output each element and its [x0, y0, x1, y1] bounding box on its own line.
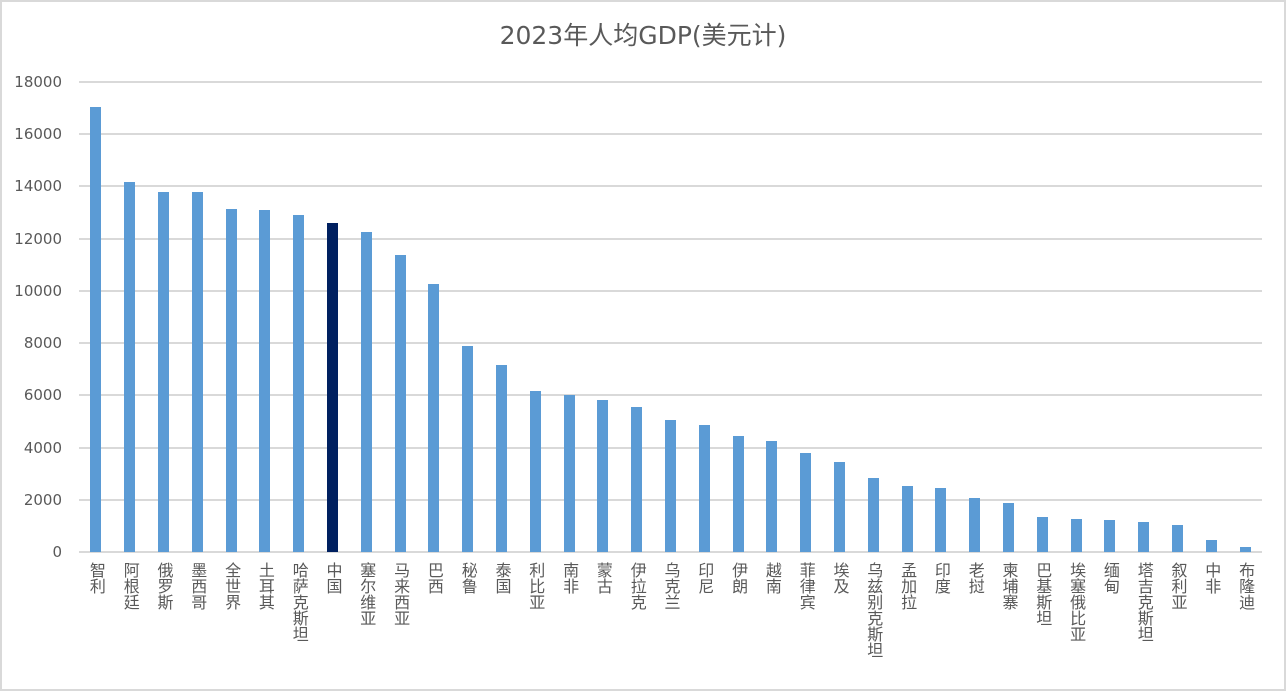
bar: [1070, 519, 1082, 552]
gridline: [79, 237, 1262, 240]
bar: [969, 497, 981, 552]
gridline: [79, 394, 1262, 397]
x-tick-label: 老挝: [965, 562, 985, 594]
bar: [293, 214, 305, 552]
bar: [631, 407, 643, 552]
x-tick-label: 叙利亚: [1168, 562, 1188, 610]
x-tick-label: 塞尔维亚: [357, 562, 377, 626]
y-tick-label: 6000: [23, 386, 62, 405]
y-tick-label: 4000: [23, 438, 62, 457]
x-tick-label: 阿根廷: [120, 562, 140, 610]
plot-area: [79, 81, 1262, 553]
x-tick-label: 俄罗斯: [154, 562, 174, 610]
bar: [225, 208, 237, 552]
bar: [360, 231, 372, 552]
y-tick-label: 10000: [14, 281, 62, 300]
bar: [124, 182, 136, 552]
chart-title: 2023年人均GDP(美元计): [499, 21, 787, 50]
bar: [1003, 502, 1014, 552]
bar: [1138, 521, 1150, 552]
x-tick-label: 墨西哥: [188, 562, 208, 610]
bar: [327, 223, 338, 552]
bar: [901, 485, 913, 552]
y-tick-label: 18000: [14, 73, 62, 91]
x-tick-label: 越南: [762, 562, 782, 594]
gridline: [79, 551, 1262, 553]
x-tick-label: 全世界: [222, 562, 242, 610]
bar: [665, 419, 676, 552]
bar: [698, 425, 710, 552]
x-tick-label: 柬埔寨: [999, 562, 1019, 610]
x-tick-label: 伊拉克: [627, 562, 647, 610]
bar: [394, 254, 406, 552]
gridline: [79, 81, 1262, 83]
x-tick-label: 印尼: [695, 562, 715, 594]
y-tick-label: 8000: [23, 334, 62, 353]
bar: [1104, 519, 1116, 552]
y-tick-label: 14000: [14, 177, 62, 196]
bar: [1205, 540, 1217, 552]
bar: [1172, 525, 1183, 552]
x-tick-label: 利比亚: [526, 562, 546, 610]
bar: [867, 478, 879, 552]
x-tick-label: 南非: [560, 562, 580, 594]
bar: [597, 400, 609, 552]
x-tick-label: 埃塞俄比亚: [1067, 562, 1087, 642]
bar: [834, 461, 845, 552]
x-tick-label: 中非: [1202, 562, 1222, 594]
bar: [766, 441, 778, 552]
x-tick-label: 泰国: [492, 562, 512, 594]
bar: [462, 345, 474, 552]
bar: [563, 395, 575, 552]
x-tick-label: 孟加拉: [898, 562, 918, 610]
x-tick-label: 智利: [86, 562, 106, 594]
bar: [800, 453, 812, 552]
y-tick-label: 0: [52, 543, 62, 561]
x-tick-label: 蒙古: [593, 562, 613, 594]
bar: [529, 390, 541, 552]
gridline: [79, 289, 1262, 292]
x-tick-label: 缅甸: [1100, 562, 1120, 594]
x-tick-label: 乌兹别克斯坦: [864, 562, 884, 658]
x-tick-label: 乌克兰: [661, 562, 681, 610]
gridline: [79, 342, 1262, 345]
x-tick-label: 印度: [931, 562, 951, 594]
x-tick-label: 伊朗: [729, 562, 749, 594]
x-tick-label: 埃及: [830, 562, 850, 594]
x-tick-label: 秘鲁: [458, 562, 478, 594]
bar: [191, 191, 203, 552]
x-tick-label: 布隆迪: [1236, 562, 1256, 610]
bar: [496, 365, 507, 552]
x-tick-label: 中国: [323, 562, 343, 594]
bar: [1036, 517, 1048, 552]
gridline: [79, 133, 1262, 136]
bar: [732, 436, 744, 552]
y-tick-label: 12000: [14, 229, 62, 248]
x-tick-label: 马来西亚: [391, 562, 411, 626]
gridline: [79, 185, 1262, 188]
x-tick-label: 巴西: [424, 562, 444, 594]
x-tick-label: 土耳其: [255, 562, 275, 610]
bar: [1239, 547, 1251, 552]
bar: [428, 284, 440, 552]
x-tick-label: 菲律宾: [796, 562, 816, 610]
bar: [90, 106, 102, 552]
x-tick-label: 巴基斯坦: [1033, 562, 1053, 626]
bar: [158, 191, 169, 552]
y-tick-label: 16000: [14, 125, 62, 144]
bar: [259, 209, 271, 552]
bar: [935, 488, 947, 552]
y-tick-label: 2000: [23, 490, 62, 509]
x-tick-label: 塔吉克斯坦: [1134, 562, 1154, 642]
x-tick-label: 哈萨克斯坦: [289, 562, 309, 642]
